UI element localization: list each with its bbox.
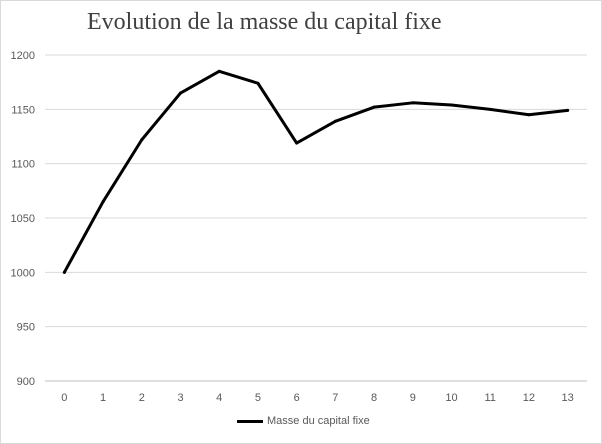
data-point xyxy=(527,113,531,117)
data-point xyxy=(411,101,415,105)
x-tick-label: 8 xyxy=(371,392,377,404)
x-tick-label: 11 xyxy=(485,392,496,404)
series-group xyxy=(62,69,570,274)
data-point xyxy=(256,81,260,85)
y-tick-label: 950 xyxy=(17,322,35,334)
x-tick-label: 0 xyxy=(61,392,67,404)
x-tick-label: 3 xyxy=(177,392,183,404)
data-point xyxy=(372,105,376,109)
x-tick-label: 12 xyxy=(523,392,535,404)
y-axis-tick-labels: 900 950 1000 1050 1100 1150 1200 xyxy=(11,50,35,388)
data-point xyxy=(62,270,66,274)
y-tick-label: 900 xyxy=(17,376,35,388)
data-point xyxy=(450,103,453,107)
x-tick-label: 9 xyxy=(410,392,416,404)
legend: Masse du capital fixe xyxy=(237,415,370,427)
x-tick-label: 1 xyxy=(100,392,106,404)
data-point xyxy=(488,107,492,111)
data-point xyxy=(179,91,182,95)
series-line xyxy=(62,69,570,274)
x-tick-label: 5 xyxy=(255,392,261,404)
y-tick-label: 1100 xyxy=(11,159,35,171)
data-point xyxy=(295,141,299,145)
x-tick-label: 7 xyxy=(332,392,338,404)
data-point xyxy=(101,200,105,204)
y-tick-label: 1050 xyxy=(11,213,35,225)
chart-title: Evolution de la masse du capital fixe xyxy=(87,9,442,35)
legend-label: Masse du capital fixe xyxy=(267,415,370,427)
x-tick-label: 2 xyxy=(139,392,145,404)
data-point xyxy=(140,138,144,142)
data-point xyxy=(217,69,221,73)
x-axis-tick-labels: 0 1 2 3 4 5 6 7 8 9 10 11 12 13 xyxy=(61,392,573,404)
data-point xyxy=(333,119,337,123)
y-tick-label: 1000 xyxy=(11,267,35,279)
y-tick-label: 1200 xyxy=(11,50,35,62)
data-point xyxy=(566,108,570,112)
y-tick-label: 1150 xyxy=(11,104,35,116)
legend-line-swatch xyxy=(237,419,263,423)
x-tick-label: 4 xyxy=(216,392,222,404)
gridlines xyxy=(45,54,587,382)
x-tick-label: 10 xyxy=(445,392,457,404)
x-tick-label: 6 xyxy=(294,392,300,404)
x-tick-label: 13 xyxy=(562,392,574,404)
